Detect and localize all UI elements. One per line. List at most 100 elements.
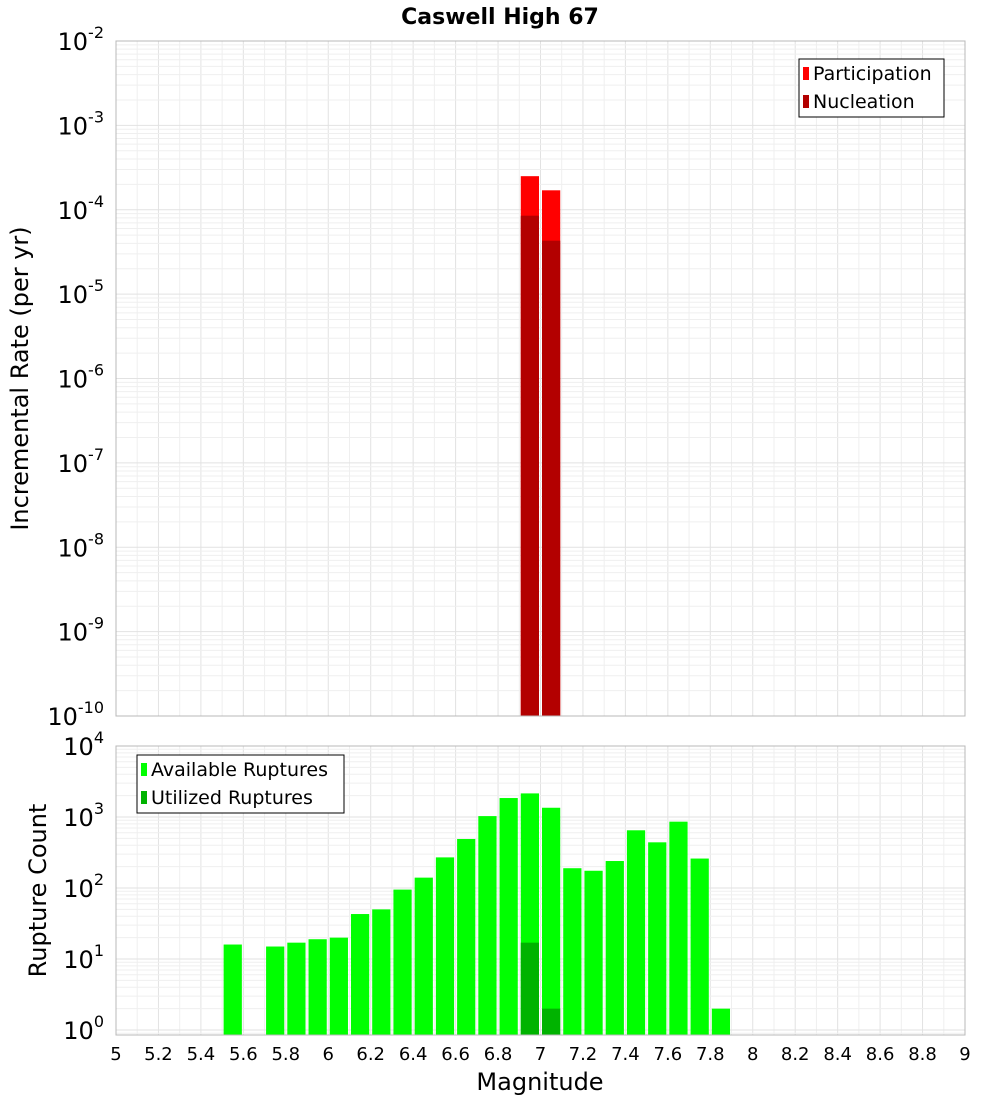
x-tick-label: 8.8: [908, 1044, 937, 1065]
x-tick-label: 5.6: [229, 1044, 258, 1065]
y-tick-exponent: 3: [94, 799, 104, 818]
bar-nucleation: [520, 215, 539, 717]
bar-available-ruptures: [669, 821, 688, 1035]
y-tick-base: 10: [58, 281, 89, 309]
x-tick-label: 6: [323, 1044, 334, 1065]
rate-plot-frame: [115, 40, 966, 717]
legend-swatch: [803, 67, 809, 80]
x-tick-label: 8.4: [823, 1044, 852, 1065]
x-tick-label: 8: [747, 1044, 758, 1065]
bar-utilized-ruptures: [520, 942, 539, 1035]
bar-available-ruptures: [711, 1008, 731, 1035]
bar-available-ruptures: [350, 914, 370, 1035]
bar-available-ruptures: [478, 816, 497, 1035]
bar-available-ruptures: [563, 868, 582, 1035]
y-tick-base: 10: [58, 450, 89, 478]
x-tick-label: 6.4: [399, 1044, 428, 1065]
y-tick-label: 10-7: [58, 445, 105, 478]
y-tick-base: 10: [63, 875, 94, 903]
bar-available-ruptures: [223, 944, 242, 1035]
x-tick-label: 7: [535, 1044, 546, 1065]
bar-available-ruptures: [372, 909, 391, 1035]
rate-bars: [520, 176, 561, 717]
bar-available-ruptures: [414, 877, 433, 1035]
x-axis-label: Magnitude: [476, 1068, 603, 1096]
bar-available-ruptures: [605, 861, 624, 1035]
y-tick-label: 10-10: [47, 698, 104, 731]
bar-available-ruptures: [626, 830, 646, 1035]
y-tick-base: 10: [58, 112, 89, 140]
bar-available-ruptures: [457, 839, 476, 1035]
y-tick-exponent: -4: [88, 192, 104, 211]
y-tick-base: 10: [58, 534, 89, 562]
bar-utilized-ruptures: [542, 1008, 561, 1035]
count-y-axis-label: Rupture Count: [24, 804, 52, 978]
x-tick-label: 5.4: [187, 1044, 216, 1065]
legend-label: Available Ruptures: [151, 759, 328, 781]
y-tick-label: 100: [63, 1012, 104, 1045]
y-tick-base: 10: [63, 804, 94, 832]
y-tick-base: 10: [58, 619, 89, 647]
y-tick-exponent: 2: [94, 870, 104, 889]
y-tick-exponent: 4: [94, 728, 104, 747]
y-tick-label: 10-8: [58, 529, 105, 562]
x-tick-label: 5: [110, 1044, 121, 1065]
y-tick-exponent: -10: [78, 698, 104, 717]
y-tick-exponent: -2: [88, 23, 104, 42]
y-tick-exponent: -7: [88, 445, 104, 464]
legend-swatch: [141, 763, 147, 776]
bar-available-ruptures: [308, 939, 327, 1035]
count-plot-frame: [115, 745, 966, 1036]
rate-y-axis-label: Incremental Rate (per yr): [6, 226, 34, 530]
x-tick-label: 7.4: [611, 1044, 640, 1065]
y-tick-exponent: -8: [88, 529, 104, 548]
y-tick-label: 10-3: [58, 107, 105, 140]
legend-box: [136, 754, 345, 814]
y-tick-label: 104: [63, 728, 104, 761]
count-legend: Available Ruptures Utilized Ruptures: [136, 754, 345, 814]
legend-box: [798, 58, 945, 118]
bar-nucleation: [542, 240, 561, 717]
y-tick-exponent: 1: [94, 941, 104, 960]
legend-label: Participation: [813, 63, 932, 85]
y-tick-exponent: -9: [88, 614, 104, 633]
y-tick-base: 10: [58, 197, 89, 225]
y-tick-label: 102: [63, 870, 104, 903]
x-tick-label: 7.2: [569, 1044, 598, 1065]
y-tick-label: 10-9: [58, 614, 105, 647]
y-tick-exponent: -5: [88, 276, 104, 295]
x-tick-label: 5.2: [144, 1044, 173, 1065]
x-tick-label: 6.6: [441, 1044, 470, 1065]
rate-legend: Participation Nucleation: [798, 58, 945, 118]
chart-title: Caswell High 67: [401, 5, 599, 30]
y-tick-label: 10-2: [58, 23, 105, 56]
y-tick-base: 10: [58, 28, 89, 56]
x-tick-label: 5.8: [271, 1044, 300, 1065]
x-tick-label: 9: [959, 1044, 970, 1065]
y-tick-label: 103: [63, 799, 104, 832]
y-tick-base: 10: [63, 1017, 94, 1045]
bar-available-ruptures: [584, 870, 603, 1035]
count-bars: [223, 793, 731, 1035]
x-tick-label: 6.2: [356, 1044, 385, 1065]
legend-label: Utilized Ruptures: [151, 787, 313, 809]
rate-gridlines: [115, 40, 966, 717]
legend-label: Nucleation: [813, 91, 915, 113]
x-tick-label: 7.6: [654, 1044, 683, 1065]
bar-available-ruptures: [542, 807, 561, 1035]
bar-available-ruptures: [287, 942, 306, 1035]
bar-available-ruptures: [499, 798, 518, 1035]
x-tick-label: 8.2: [781, 1044, 810, 1065]
y-tick-base: 10: [63, 733, 94, 761]
bar-available-ruptures: [393, 889, 412, 1035]
x-axis-ticks: 5 5.2 5.4 5.6 5.8 6 6.2 6.4 6.6 6.8 7 7.2 7.4 7.6 7.8 8…: [110, 1044, 970, 1065]
x-tick-label: 6.8: [484, 1044, 513, 1065]
y-tick-exponent: 0: [94, 1012, 104, 1031]
y-tick-label: 10-5: [58, 276, 105, 309]
bar-available-ruptures: [435, 857, 455, 1035]
